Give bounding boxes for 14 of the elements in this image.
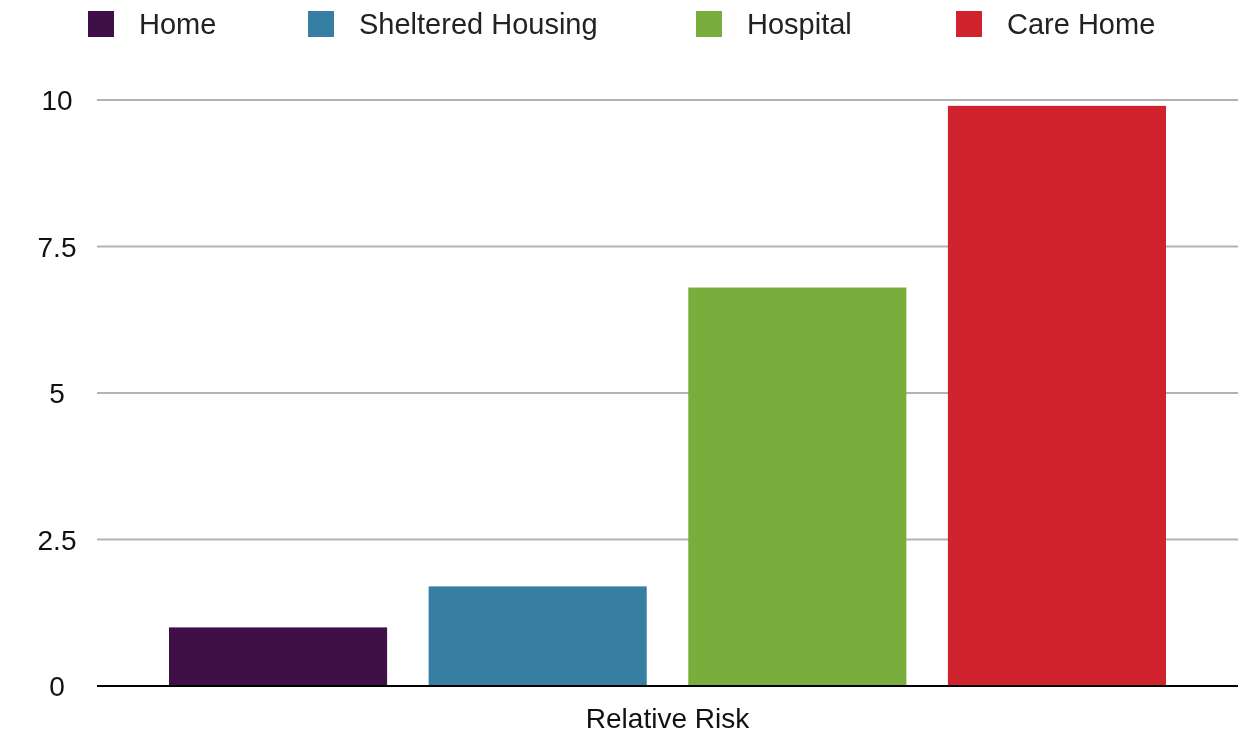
bar [428, 586, 647, 686]
y-tick-label: 7.5 [37, 231, 77, 263]
x-tick-label: Relative Risk [585, 703, 751, 734]
y-tick-label: 5 [49, 378, 65, 409]
y-tick-label: 10 [41, 85, 73, 116]
bar [688, 287, 907, 686]
y-tick-label: 0 [49, 671, 65, 702]
legend-label: Home [139, 8, 217, 40]
bar [947, 105, 1166, 686]
legend-label: Sheltered Housing [359, 8, 598, 40]
y-tick-label: 2.5 [37, 524, 77, 556]
legend-label: Care Home [1007, 8, 1156, 40]
legend-label: Hospital [747, 8, 852, 40]
bar [169, 627, 388, 686]
